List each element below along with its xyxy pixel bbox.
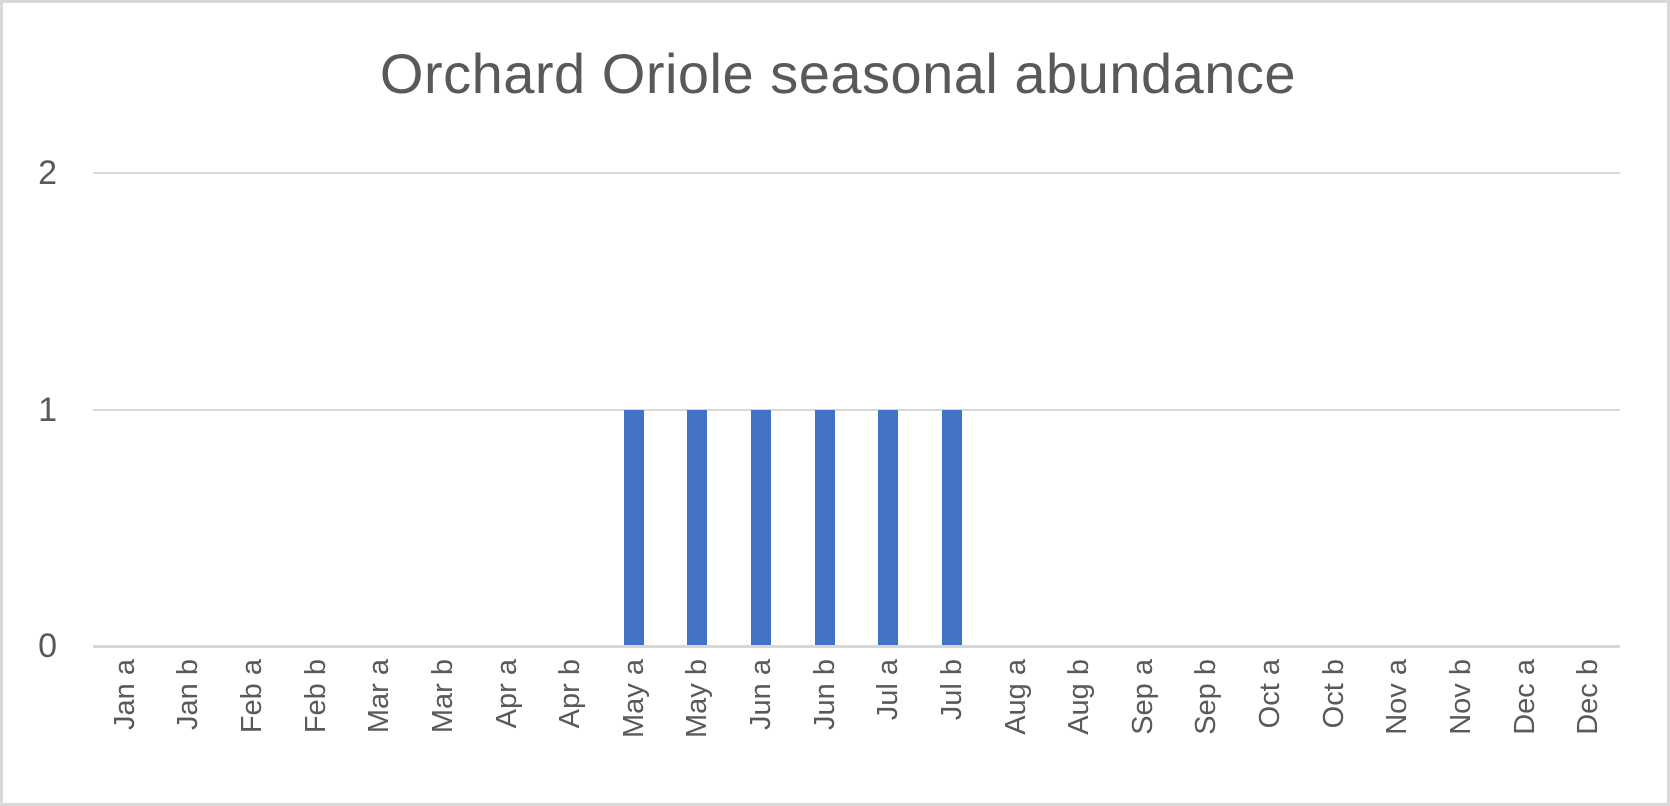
y-tick-label-2: 2 — [38, 154, 57, 192]
x-axis-label-dec-b: Dec b — [1572, 659, 1605, 735]
x-axis-label-aug-b: Aug b — [1063, 659, 1096, 735]
x-axis-label-nov-a: Nov a — [1381, 659, 1414, 735]
x-axis-label-mar-b: Mar b — [426, 659, 459, 734]
x-axis-label-oct-b: Oct b — [1317, 659, 1350, 729]
x-axis-label-may-a: May a — [617, 659, 650, 738]
x-axis-label-feb-b: Feb b — [299, 659, 332, 734]
bar-jul-b — [941, 409, 962, 646]
x-axis-label-may-b: May b — [681, 659, 714, 738]
x-axis-label-jul-a: Jul a — [872, 659, 905, 721]
bar-jul-a — [878, 409, 899, 646]
chart-title: Orchard Oriole seasonal abundance — [379, 42, 1297, 105]
x-axis-label-sep-a: Sep a — [1126, 659, 1159, 735]
gridline-y1 — [93, 408, 1620, 411]
gridline-y2 — [93, 172, 1620, 174]
x-axis-label-feb-a: Feb a — [236, 659, 269, 734]
y-tick-label-1: 1 — [38, 390, 57, 429]
bar-may-b — [687, 409, 708, 646]
x-axis-label-jun-a: Jun a — [745, 659, 778, 730]
x-axis-label-jan-b: Jan b — [172, 659, 205, 730]
x-axis-label-jan-a: Jan a — [108, 659, 141, 730]
x-axis-label-apr-a: Apr a — [490, 659, 523, 729]
x-axis-label-jul-b: Jul b — [935, 659, 968, 721]
y-tick-label-0: 0 — [38, 627, 57, 665]
x-axis-label-sep-b: Sep b — [1190, 659, 1223, 735]
x-axis-label-nov-b: Nov b — [1444, 659, 1477, 735]
bar-jun-b — [814, 409, 835, 646]
x-axis-label-mar-a: Mar a — [363, 659, 396, 734]
x-axis-label-oct-a: Oct a — [1254, 659, 1287, 729]
bar-may-a — [623, 409, 644, 646]
bar-jun-a — [751, 409, 772, 646]
x-axis-label-jun-b: Jun b — [808, 659, 841, 730]
x-axis-label-dec-a: Dec a — [1508, 659, 1541, 735]
x-axis-line — [93, 645, 1620, 648]
x-axis-label-apr-b: Apr b — [554, 659, 587, 729]
x-axis-label-aug-a: Aug a — [999, 659, 1032, 735]
